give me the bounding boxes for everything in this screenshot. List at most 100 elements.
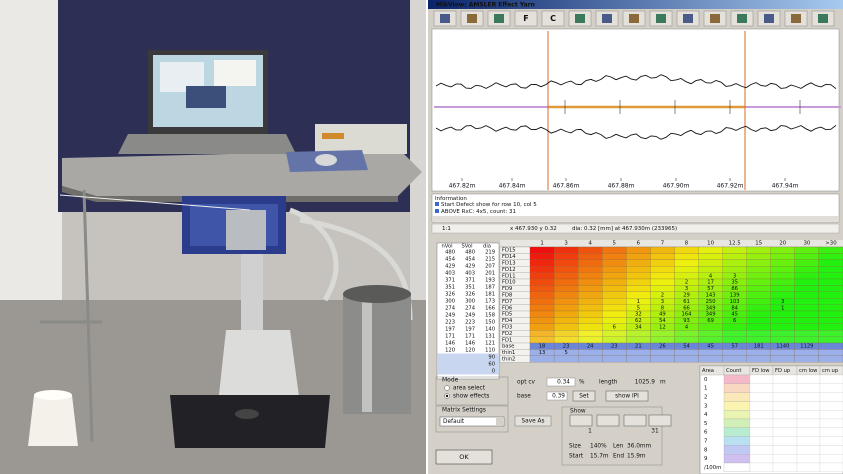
matrix-value: 3 <box>733 273 736 279</box>
area-cell <box>750 428 773 437</box>
matrix-cell <box>602 285 626 291</box>
count-cell <box>724 375 750 384</box>
matrix-cell <box>674 260 698 266</box>
left-cell: 300 <box>465 299 475 305</box>
area-row-label: 6 <box>704 430 708 436</box>
button-label: show IPI <box>615 394 639 400</box>
matrix-cell <box>530 292 554 298</box>
left-cell: 146 <box>465 341 475 347</box>
area-row-label: 8 <box>704 447 708 453</box>
matrix-cell <box>819 266 843 272</box>
matrix-cell <box>602 298 626 304</box>
area-cell <box>773 401 797 410</box>
row-label: FD2 <box>502 331 512 337</box>
matrix-cell <box>723 356 747 362</box>
row-label: thin1 <box>502 350 515 356</box>
matrix-cell <box>747 298 771 304</box>
left-cell: 274 <box>465 306 476 312</box>
button-label: Save As <box>521 419 544 425</box>
matrix-value: 34 <box>635 325 642 331</box>
count-cell <box>724 419 750 428</box>
matrix-cell <box>747 330 771 336</box>
radio-button[interactable] <box>445 386 450 391</box>
area-row-label: 1 <box>704 386 707 392</box>
matrix-cell <box>819 285 843 291</box>
matrix-value: 62 <box>635 318 642 324</box>
left-cell: 166 <box>485 306 495 312</box>
left-cell: 371 <box>445 278 455 284</box>
area-cell <box>820 445 843 454</box>
area-cell <box>820 437 843 446</box>
nav-button[interactable] <box>649 415 671 426</box>
area-row-label: 9 <box>704 456 708 462</box>
nav-button[interactable] <box>597 415 619 426</box>
matrix-cell <box>771 273 795 279</box>
matrix-cell <box>819 247 843 253</box>
matrix-cell <box>747 356 771 362</box>
nav-button[interactable] <box>570 415 592 426</box>
matrix-value: 8 <box>661 305 664 311</box>
matrix-cell <box>819 279 843 285</box>
matrix-value: 2 <box>661 293 664 299</box>
toolbar-icon <box>818 14 828 23</box>
matrix-cell <box>723 253 747 259</box>
matrix-cell <box>578 356 602 362</box>
left-cell: 187 <box>485 285 495 291</box>
matrix-cell <box>626 285 650 291</box>
matrix-cell <box>554 253 578 259</box>
matrix-cell <box>819 349 843 355</box>
matrix-cell <box>578 292 602 298</box>
matrix-cell <box>554 247 578 253</box>
left-cell: 60 <box>488 362 495 368</box>
matrix-cell <box>530 279 554 285</box>
column-header: 1 <box>540 241 543 247</box>
column-header: 30 <box>803 241 810 247</box>
area-cell <box>820 463 843 472</box>
matrix-cell <box>795 279 819 285</box>
nav-button[interactable] <box>624 415 646 426</box>
matrix-cell <box>723 330 747 336</box>
radio-label: area select <box>453 386 486 392</box>
area-cell <box>820 454 843 463</box>
waste-bin <box>343 294 411 414</box>
toolbar-icon <box>656 14 666 23</box>
bin-rim <box>343 285 411 303</box>
matrix-cell <box>674 273 698 279</box>
matrix-value: 181 <box>754 344 764 350</box>
matrix-value: 49 <box>659 312 666 318</box>
matrix-value: 12 <box>659 325 666 331</box>
matrix-cell <box>747 324 771 330</box>
matrix-value: 32 <box>635 312 642 318</box>
matrix-value: 54 <box>683 344 690 350</box>
matrix-cell <box>819 298 843 304</box>
matrix-cell <box>795 285 819 291</box>
matrix-value: 93 <box>683 318 690 324</box>
matrix-cell <box>747 285 771 291</box>
left-cell: 351 <box>445 285 455 291</box>
matrix-cell <box>626 330 650 336</box>
x-axis-label: 467.86m <box>553 183 580 190</box>
cone-top <box>34 390 72 400</box>
area-cell <box>820 428 843 437</box>
area-header: FD low <box>752 368 770 374</box>
matrix-cell <box>530 317 554 323</box>
matrix-header-row <box>500 240 843 246</box>
area-cell <box>750 445 773 454</box>
column-header: 5 <box>613 241 616 247</box>
matrix-cell <box>530 311 554 317</box>
matrix-cell <box>795 247 819 253</box>
sensor-metal <box>226 210 266 250</box>
matrix-cell <box>723 260 747 266</box>
matrix-cell <box>530 305 554 311</box>
area-cell <box>750 454 773 463</box>
row-label: FD15 <box>502 248 516 254</box>
matrix-cell <box>650 330 674 336</box>
left-cell: 181 <box>485 292 495 298</box>
matrix-cell <box>602 349 626 355</box>
area-cell <box>797 445 820 454</box>
matrix-value: 13 <box>539 350 546 356</box>
left-cell: 131 <box>485 334 495 340</box>
matrix-value: 3 <box>781 299 784 305</box>
matrix-cell <box>747 349 771 355</box>
left-cell: 454 <box>465 257 476 263</box>
